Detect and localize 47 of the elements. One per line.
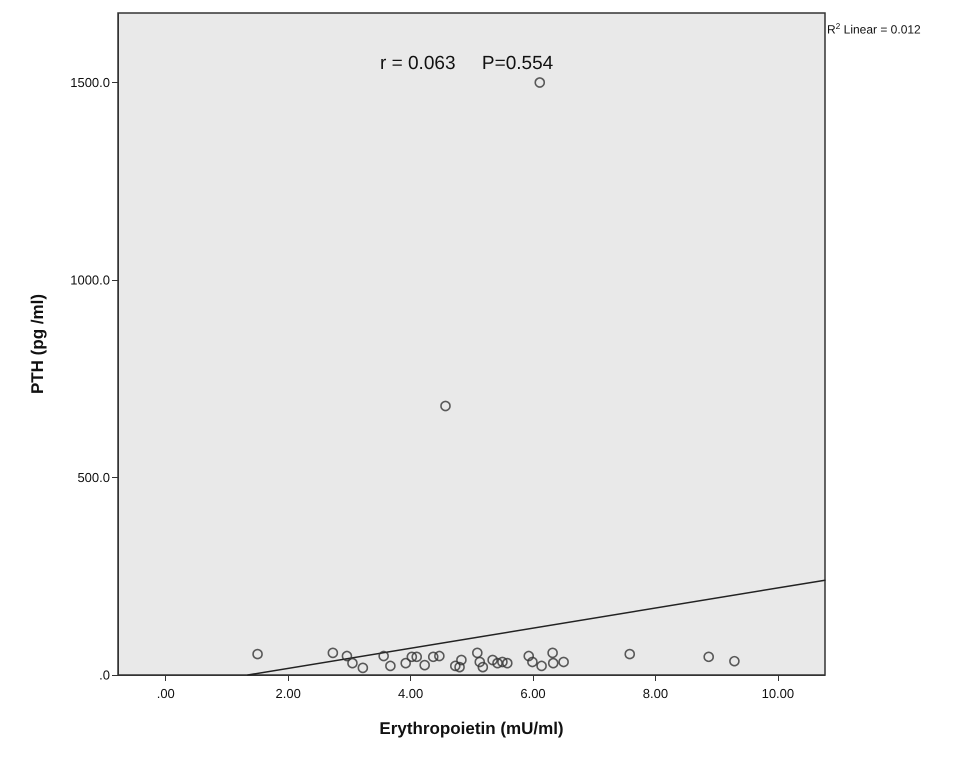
point [358,662,368,674]
y-tick-label: .0 [99,668,110,682]
point [624,648,636,660]
point [419,660,430,670]
point [478,662,488,672]
y-tick-label: 1500.0 [70,75,110,90]
y-axis-title: PTH (pg /ml) [28,294,47,394]
point [487,654,498,666]
point [456,654,467,666]
x-tick-label: 2.00 [276,686,301,701]
y-tick-label: 500.0 [77,470,110,486]
point [527,656,538,668]
point [252,648,263,660]
point [547,648,558,658]
point [558,656,569,668]
point [347,658,358,668]
y-tick-label: 1000.0 [70,272,110,288]
point [492,658,503,668]
point [400,658,411,668]
point [472,648,483,658]
point [454,662,465,672]
point [450,660,461,672]
point [474,656,486,668]
point [729,656,740,666]
point [378,650,389,662]
point [502,658,513,668]
annotation: r = 0.063 P=0.554 [380,53,554,74]
point [342,650,352,662]
point [534,77,546,88]
point [703,652,714,662]
x-tick-label: .00 [156,686,175,701]
point [440,400,451,412]
x-tick-label: 4.00 [398,686,424,701]
point [523,650,534,662]
point [328,648,338,658]
point [497,656,508,668]
point [536,660,547,672]
point [411,652,422,662]
point [385,660,396,672]
point [434,650,445,662]
x-tick-label: 6.00 [520,686,546,701]
point [548,658,559,668]
point [428,652,439,662]
point [406,652,418,662]
x-tick-label: 10.00 [762,686,794,701]
x-axis-title: Erythropoietin (mU/ml) [379,719,564,738]
x-tick-label: 8.00 [642,686,668,701]
